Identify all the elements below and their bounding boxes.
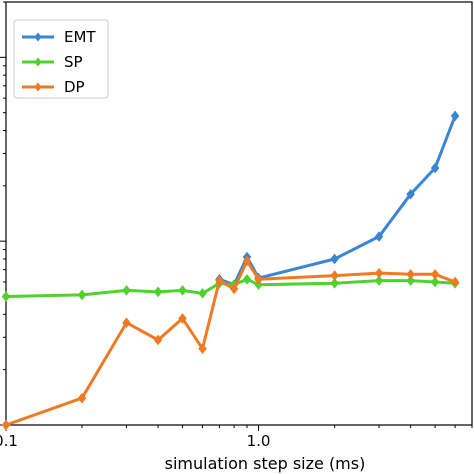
data-point xyxy=(254,274,263,285)
x-axis-title: simulation step size (ms) xyxy=(165,454,366,473)
legend-marker xyxy=(34,32,42,42)
data-point xyxy=(374,231,384,242)
series-line-dp xyxy=(5,259,456,427)
legend: EMT SP DP xyxy=(13,19,109,99)
legend-marker xyxy=(34,82,42,92)
data-point xyxy=(406,188,415,200)
data-point xyxy=(178,313,187,324)
data-point xyxy=(215,275,224,286)
data-point xyxy=(77,289,87,301)
data-point xyxy=(178,285,187,296)
data-point xyxy=(406,275,415,286)
data-point xyxy=(242,255,252,267)
data-point xyxy=(1,291,11,302)
data-point xyxy=(254,279,263,290)
legend-item-dp: DP xyxy=(22,78,85,96)
data-point xyxy=(430,162,440,174)
data-point xyxy=(77,392,87,404)
data-point xyxy=(122,285,131,296)
legend-label: SP xyxy=(64,53,83,71)
legend-label: DP xyxy=(64,78,85,96)
data-point xyxy=(229,283,239,295)
series-emt xyxy=(215,110,460,290)
data-point xyxy=(450,110,460,122)
data-point xyxy=(198,288,207,299)
data-point xyxy=(450,276,460,288)
data-point xyxy=(406,269,415,280)
data-point xyxy=(122,317,131,329)
data-point xyxy=(198,343,207,355)
series-layer xyxy=(1,110,460,431)
x-tick-label: 1.0 xyxy=(247,432,271,450)
data-point xyxy=(153,334,163,346)
data-point xyxy=(430,276,440,288)
axes: 0.1 1.0 xyxy=(0,1,473,450)
data-point xyxy=(430,269,440,280)
data-point xyxy=(1,419,11,431)
legend-item-sp: SP xyxy=(22,53,83,71)
series-dp xyxy=(1,255,460,431)
legend-item-emt: EMT xyxy=(22,28,96,46)
data-point xyxy=(153,286,163,298)
data-point xyxy=(330,277,339,289)
data-point xyxy=(374,275,384,286)
data-point xyxy=(330,270,339,281)
plot-frame xyxy=(5,1,473,426)
data-point xyxy=(330,253,339,265)
x-tick-label: 0.1 xyxy=(0,432,18,450)
legend-marker xyxy=(34,57,42,67)
data-point xyxy=(242,274,252,285)
legend-label: EMT xyxy=(64,28,96,46)
data-point xyxy=(374,267,384,279)
